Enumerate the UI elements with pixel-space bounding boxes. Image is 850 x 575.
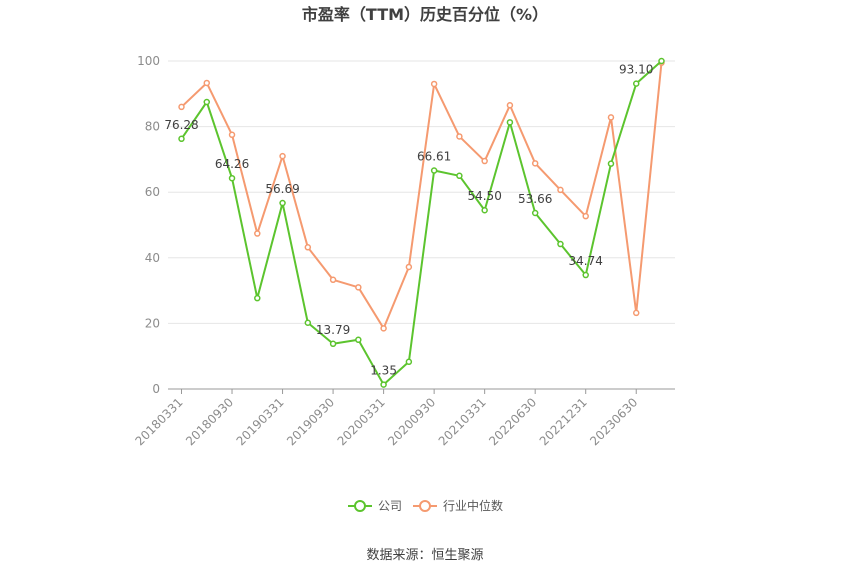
data-label: 53.66 [518, 192, 552, 206]
data-labels: 76.28 64.26 56.69 13.79 1.35 66.61 54.50 53.66 3… [164, 63, 653, 378]
data-point [557, 240, 564, 248]
data-point [531, 160, 539, 167]
y-tick-label: 0 [152, 382, 160, 396]
x-axis-ticks: 2018033120180930201903312019093020200331… [133, 389, 640, 448]
data-point [456, 133, 463, 140]
data-label: 64.26 [215, 157, 249, 171]
data-label: 66.61 [417, 150, 451, 164]
gridlines [168, 60, 675, 324]
data-point [582, 271, 589, 279]
data-label: 1.35 [370, 364, 397, 378]
data-label: 54.50 [467, 189, 501, 203]
data-point [279, 152, 286, 160]
y-tick-label: 80 [145, 120, 160, 134]
data-point [405, 358, 413, 366]
data-point [178, 103, 185, 111]
data-point [228, 131, 236, 139]
legend[interactable]: 公司 行业中位数 [348, 498, 503, 513]
data-point [380, 325, 387, 332]
x-tick-label: 20220630 [486, 395, 539, 448]
data-point [178, 135, 185, 143]
data-label: 56.69 [265, 182, 299, 196]
data-label: 76.28 [164, 118, 198, 132]
data-label: 13.79 [316, 323, 350, 337]
data-point [456, 172, 463, 180]
data-point [506, 102, 514, 109]
data-point [481, 206, 488, 214]
data-point [506, 119, 514, 126]
data-point [481, 157, 488, 165]
data-point [607, 160, 615, 167]
y-tick-label: 40 [145, 251, 160, 265]
y-tick-label: 60 [145, 185, 160, 199]
data-point [632, 80, 640, 87]
x-tick-label: 20200331 [335, 395, 388, 448]
x-tick-label: 20200930 [385, 395, 438, 448]
data-point [203, 98, 211, 106]
y-axis-ticks: 0 20 40 60 80 100 [137, 54, 160, 396]
x-tick-label: 20210331 [436, 395, 489, 448]
data-point [405, 263, 413, 271]
legend-label-company[interactable]: 公司 [378, 499, 402, 513]
data-point [329, 340, 337, 348]
data-point [430, 80, 438, 88]
x-tick-label: 20180930 [183, 395, 236, 448]
data-point [557, 186, 564, 194]
data-point [380, 381, 387, 388]
y-tick-label: 100 [137, 54, 160, 68]
legend-marker[interactable] [419, 500, 431, 512]
data-label: 93.10 [619, 63, 653, 77]
data-label: 34.74 [569, 254, 603, 268]
chart-title: 市盈率（TTM）历史百分位（%） [302, 5, 548, 24]
data-point [531, 209, 539, 217]
series-line-industry-median [180, 62, 663, 330]
data-point [279, 199, 286, 207]
x-tick-label: 20190930 [284, 395, 337, 448]
data-point [254, 294, 261, 302]
series-line-company [180, 60, 663, 386]
data-point [329, 276, 337, 284]
y-tick-label: 20 [145, 316, 160, 330]
data-point [203, 79, 211, 87]
data-point [355, 336, 362, 344]
data-point [632, 309, 640, 317]
data-point [304, 244, 312, 251]
data-point [607, 114, 615, 121]
x-tick-label: 20180331 [133, 395, 186, 448]
data-point [355, 284, 362, 291]
source-note: 数据来源：恒生聚源 [366, 548, 483, 563]
data-point [658, 57, 665, 65]
x-tick-label: 20221231 [537, 395, 590, 448]
x-tick-label: 20190331 [234, 395, 287, 448]
data-point [430, 167, 438, 174]
legend-label-industry-median[interactable]: 行业中位数 [443, 498, 503, 513]
data-point [582, 212, 589, 220]
series-layer [178, 57, 665, 388]
data-point [228, 174, 236, 182]
data-point [304, 319, 312, 326]
legend-marker[interactable] [354, 500, 366, 512]
x-tick-label: 20230630 [587, 395, 640, 448]
data-point [254, 230, 261, 237]
